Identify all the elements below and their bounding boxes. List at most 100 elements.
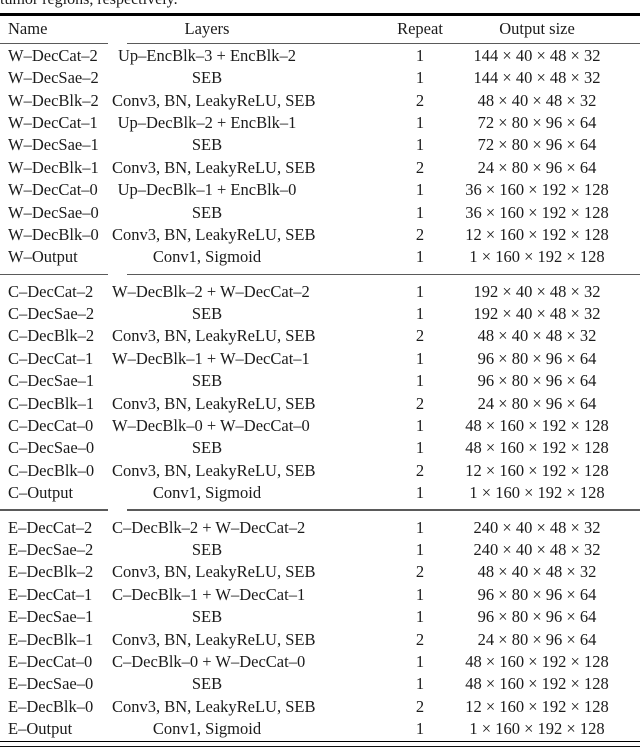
- cell-repeat: 1: [415, 247, 425, 267]
- caption-fragment: tumor regions, respectively.: [0, 0, 640, 10]
- table-row: C–DecBlk–1 Conv3, BN, LeakyReLU, SEB 2 2…: [0, 392, 640, 414]
- separator-left-segment: [0, 273, 108, 275]
- table-row: W–DecSae–2 SEB 1 144 × 40 × 48 × 32: [0, 67, 640, 89]
- cell-output-size: 144 × 40 × 48 × 32: [473, 68, 601, 88]
- cell-repeat: 1: [415, 674, 425, 694]
- table-row: E–DecCat–2 C–DecBlk–2 + W–DecCat–2 1 240…: [0, 516, 640, 538]
- cell-repeat: 1: [415, 483, 425, 503]
- cell-repeat: 1: [415, 651, 425, 671]
- group-separator: [0, 504, 640, 516]
- cell-output-size: 192 × 40 × 48 × 32: [473, 304, 601, 324]
- header-rule-left-segment: [0, 42, 108, 44]
- cell-name: E–DecCat–1: [8, 584, 93, 604]
- cell-output-size: 48 × 160 × 192 × 128: [465, 674, 609, 694]
- table-row: C–DecBlk–0 Conv3, BN, LeakyReLU, SEB 2 1…: [0, 460, 640, 482]
- column-header-repeat: Repeat: [397, 19, 443, 39]
- table-row: C–Output Conv1, Sigmoid 1 1 × 160 × 192 …: [0, 482, 640, 504]
- cell-name: E–DecBlk–0: [8, 696, 94, 716]
- table-row: E–Output Conv1, Sigmoid 1 1 × 160 × 192 …: [0, 718, 640, 740]
- cell-name: C–Output: [8, 483, 74, 503]
- cell-output-size: 36 × 160 × 192 × 128: [465, 202, 609, 222]
- cell-output-size: 24 × 80 × 96 × 64: [477, 157, 597, 177]
- caption-text: tumor regions, respectively.: [0, 0, 640, 10]
- cell-output-size: 48 × 40 × 48 × 32: [477, 90, 597, 110]
- table-body: W–DecCat–2 Up–EncBlk–3 + EncBlk–2 1 144 …: [0, 45, 640, 741]
- table-row: W–DecSae–1 SEB 1 72 × 80 × 96 × 64: [0, 134, 640, 156]
- cell-name: C–DecBlk–2: [8, 326, 95, 346]
- cell-name: W–DecBlk–1: [8, 157, 99, 177]
- cell-repeat: 2: [415, 562, 425, 582]
- cell-layers: SEB: [191, 674, 223, 694]
- cell-layers: Conv1, Sigmoid: [152, 719, 262, 739]
- column-header-name: Name: [8, 19, 48, 39]
- cell-repeat: 1: [415, 348, 425, 368]
- cell-name: E–DecBlk–1: [8, 629, 94, 649]
- cell-output-size: 72 × 80 × 96 × 64: [477, 112, 597, 132]
- cell-output-size: 48 × 40 × 48 × 32: [477, 562, 597, 582]
- cell-repeat: 1: [415, 202, 425, 222]
- cell-repeat: 1: [415, 371, 425, 391]
- cell-output-size: 240 × 40 × 48 × 32: [473, 539, 601, 559]
- cell-repeat: 2: [415, 224, 425, 244]
- table-row: C–DecCat–0 W–DecBlk–0 + W–DecCat–0 1 48 …: [0, 415, 640, 437]
- table-row: W–DecBlk–2 Conv3, BN, LeakyReLU, SEB 2 4…: [0, 89, 640, 111]
- cell-repeat: 1: [415, 112, 425, 132]
- cell-layers: Conv1, Sigmoid: [152, 247, 262, 267]
- cell-output-size: 24 × 80 × 96 × 64: [477, 629, 597, 649]
- cell-repeat: 1: [415, 180, 425, 200]
- cell-repeat: 1: [415, 517, 425, 537]
- table-row: C–DecSae–2 SEB 1 192 × 40 × 48 × 32: [0, 303, 640, 325]
- table-row: E–DecBlk–2 Conv3, BN, LeakyReLU, SEB 2 4…: [0, 561, 640, 583]
- cell-name: E–Output: [8, 719, 73, 739]
- table-bottom-rule: [0, 741, 640, 748]
- cell-layers: SEB: [191, 135, 223, 155]
- cell-layers: SEB: [191, 438, 223, 458]
- table-row: W–Output Conv1, Sigmoid 1 1 × 160 × 192 …: [0, 246, 640, 268]
- cell-layers: Conv3, BN, LeakyReLU, SEB: [112, 90, 316, 110]
- cell-layers: W–DecBlk–1 + W–DecCat–1: [112, 348, 310, 368]
- table-row: C–DecBlk–2 Conv3, BN, LeakyReLU, SEB 2 4…: [0, 325, 640, 347]
- cell-name: E–DecCat–2: [8, 517, 93, 537]
- cell-repeat: 1: [415, 281, 425, 301]
- cell-layers: Conv3, BN, LeakyReLU, SEB: [112, 562, 316, 582]
- table-top-rule: [0, 13, 640, 16]
- cell-name: W–DecCat–1: [8, 112, 98, 132]
- table-row: C–DecCat–2 W–DecBlk–2 + W–DecCat–2 1 192…: [0, 281, 640, 303]
- cell-output-size: 36 × 160 × 192 × 128: [465, 180, 609, 200]
- cell-name: W–DecCat–2: [8, 45, 98, 65]
- cell-repeat: 2: [415, 326, 425, 346]
- cell-repeat: 1: [415, 607, 425, 627]
- cell-name: W–DecSae–2: [8, 68, 99, 88]
- cell-output-size: 48 × 40 × 48 × 32: [477, 326, 597, 346]
- table-row: E–DecCat–0 C–DecBlk–0 + W–DecCat–0 1 48 …: [0, 651, 640, 673]
- table-row: E–DecCat–1 C–DecBlk–1 + W–DecCat–1 1 96 …: [0, 584, 640, 606]
- cell-name: C–DecCat–1: [8, 348, 94, 368]
- table-row: W–DecBlk–0 Conv3, BN, LeakyReLU, SEB 2 1…: [0, 224, 640, 246]
- table-row: C–DecSae–1 SEB 1 96 × 80 × 96 × 64: [0, 370, 640, 392]
- separator-right-segment: [127, 509, 640, 511]
- cell-repeat: 1: [415, 68, 425, 88]
- table-row: C–DecCat–1 W–DecBlk–1 + W–DecCat–1 1 96 …: [0, 348, 640, 370]
- header-rule: [0, 42, 640, 45]
- cell-name: E–DecSae–0: [8, 674, 94, 694]
- table-row: E–DecBlk–1 Conv3, BN, LeakyReLU, SEB 2 2…: [0, 628, 640, 650]
- cell-repeat: 1: [415, 304, 425, 324]
- cell-layers: SEB: [191, 371, 223, 391]
- cell-layers: Conv3, BN, LeakyReLU, SEB: [112, 393, 316, 413]
- cell-repeat: 1: [415, 135, 425, 155]
- group-separator: [0, 269, 640, 281]
- cell-output-size: 96 × 80 × 96 × 64: [477, 371, 597, 391]
- cell-name: C–DecSae–2: [8, 304, 95, 324]
- cell-output-size: 96 × 80 × 96 × 64: [477, 584, 597, 604]
- cell-output-size: 48 × 160 × 192 × 128: [465, 416, 609, 436]
- header-rule-right-segment: [127, 42, 640, 44]
- cell-layers: Conv3, BN, LeakyReLU, SEB: [112, 696, 316, 716]
- cell-repeat: 2: [415, 696, 425, 716]
- cell-repeat: 1: [415, 584, 425, 604]
- separator-left-segment: [0, 509, 108, 511]
- cell-output-size: 12 × 160 × 192 × 128: [465, 696, 609, 716]
- cell-layers: C–DecBlk–0 + W–DecCat–0: [112, 651, 306, 671]
- cell-name: E–DecBlk–2: [8, 562, 94, 582]
- cell-name: C–DecBlk–1: [8, 393, 95, 413]
